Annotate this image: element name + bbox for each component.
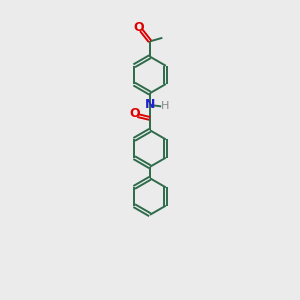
Text: O: O <box>129 107 140 120</box>
Text: O: O <box>133 21 143 34</box>
Text: N: N <box>145 98 155 111</box>
Text: H: H <box>161 101 169 111</box>
